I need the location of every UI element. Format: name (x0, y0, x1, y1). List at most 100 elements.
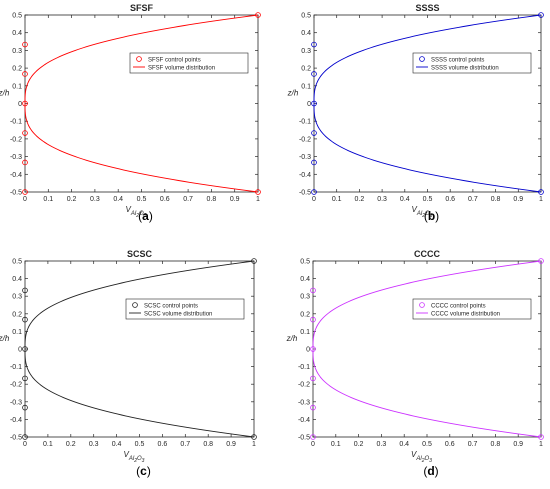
control-point-marker (22, 404, 28, 411)
y-axis-label: z/h (0, 334, 10, 343)
legend-box (412, 298, 532, 320)
legend-entry-volume-distribution: CCCC volume distribution (431, 312, 500, 318)
y-tick-label: -0.3 (10, 154, 22, 161)
control-point-marker (22, 100, 28, 107)
x-tick-label: 0.6 (445, 441, 455, 448)
x-tick-label: 0 (311, 441, 315, 448)
x-tick-label: 0.7 (468, 441, 478, 448)
x-tick-label: 0 (312, 196, 316, 203)
legend-marker-swatch (419, 56, 425, 62)
x-tick-label: 1 (256, 196, 260, 203)
x-tick-label: 0.4 (112, 441, 122, 448)
x-tick-label: 0.9 (226, 441, 236, 448)
panel-caption: (b) (424, 209, 439, 223)
x-tick-label: 0.6 (158, 441, 168, 448)
y-tick-label: -0.5 (10, 435, 22, 442)
x-tick-label: 0.7 (468, 196, 478, 203)
y-tick-label: -0.2 (10, 136, 22, 143)
control-point-marker (310, 287, 316, 294)
y-tick-label: -0.4 (298, 417, 310, 424)
y-tick-label: -0.1 (10, 364, 22, 371)
plot-area (24, 260, 255, 438)
y-tick-label: 0.2 (301, 66, 311, 73)
control-point-marker (538, 12, 544, 18)
x-tick-label: 0 (23, 196, 27, 203)
x-tick-label: 0.8 (491, 196, 501, 203)
y-tick-label: -0.2 (298, 382, 310, 389)
y-tick-label: 0.5 (12, 259, 22, 266)
y-tick-label: -0.5 (299, 190, 311, 197)
y-tick-label: 0 (18, 101, 22, 108)
volume-distribution-line (312, 260, 542, 438)
volume-distribution-line (313, 14, 542, 193)
y-tick-label: -0.5 (10, 190, 22, 197)
y-axis-label: z/h (286, 334, 298, 343)
control-point-marker (538, 258, 544, 264)
control-point-marker (311, 130, 317, 136)
chart-panel-scsc: SCSC 0 0.1 0.2 0.3 0.4 0.5 0.6 0.7 0.8 0.9 1 -0.5 -0.… (0, 249, 257, 478)
y-tick-label: 0.3 (12, 294, 22, 301)
y-tick-label: -0.5 (298, 435, 310, 442)
y-tick-label: -0.3 (299, 154, 311, 161)
chart-panel-sfsf: SFSF 0 0.1 0.2 0.3 0.4 0.5 0.6 0.7 0.8 0.9 1 -0.5 -0.… (0, 3, 261, 223)
volume-distribution-line (24, 260, 255, 438)
y-tick-label: -0.3 (298, 399, 310, 406)
control-point-marker (311, 71, 317, 77)
plot-area (313, 14, 542, 193)
panel-caption: (c) (136, 464, 151, 478)
y-tick-label: 0 (307, 101, 311, 108)
x-tick-label: 0.9 (513, 196, 523, 203)
x-tick-label: 0.1 (331, 441, 341, 448)
y-tick-label: 0.1 (12, 83, 22, 90)
legend-marker-swatch (419, 302, 425, 308)
control-point-marker (22, 130, 28, 136)
x-tick-label: 1 (252, 441, 256, 448)
legend-box (125, 298, 245, 320)
panel-caption: (a) (138, 209, 153, 223)
panel-caption: (d) (423, 464, 438, 478)
y-tick-label: -0.3 (10, 399, 22, 406)
y-tick-label: 0.5 (300, 259, 310, 266)
x-tick-label: 0.4 (399, 441, 409, 448)
chart-title: SFSF (130, 3, 154, 13)
control-point-marker (311, 100, 317, 107)
x-tick-label: 0.5 (422, 441, 432, 448)
y-tick-label: 0.4 (12, 276, 22, 283)
y-tick-label: 0.2 (12, 311, 22, 318)
y-axis-label: z/h (287, 89, 299, 98)
control-point-marker (255, 189, 261, 195)
y-tick-label: -0.4 (10, 172, 22, 179)
x-tick-label: 0.3 (90, 196, 100, 203)
chart-panel-ssss: SSSS 0 0.1 0.2 0.3 0.4 0.5 0.6 0.7 0.8 0.9 1 -0.5 -0.… (287, 3, 544, 223)
y-tick-label: 0.2 (12, 66, 22, 73)
control-point-marker (538, 434, 544, 440)
volume-distribution-line (24, 14, 259, 193)
control-point-marker (22, 375, 28, 382)
control-point-marker (311, 41, 317, 48)
control-point-marker (310, 404, 316, 411)
chart-panel-cccc: CCCC 0 0.1 0.2 0.3 0.4 0.5 0.6 0.7 0.8 0.9 1 -0.5 -0.… (286, 249, 544, 478)
legend-entry-volume-distribution: SSSS volume distribution (431, 66, 499, 72)
y-tick-label: 0.5 (12, 13, 22, 20)
plot-area (312, 260, 542, 438)
control-point-marker (22, 189, 28, 195)
x-tick-label: 0.8 (207, 196, 217, 203)
x-tick-label: 0.4 (113, 196, 123, 203)
y-tick-label: 0.3 (12, 48, 22, 55)
control-point-marker (255, 12, 261, 18)
control-point-marker (22, 71, 28, 77)
y-tick-label: 0.5 (301, 13, 311, 20)
control-point-marker (310, 346, 316, 352)
y-tick-label: 0.4 (12, 30, 22, 37)
x-tick-label: 0.5 (423, 196, 433, 203)
x-tick-label: 0.8 (491, 441, 501, 448)
y-tick-label: 0.1 (12, 329, 22, 336)
y-tick-label: -0.2 (10, 382, 22, 389)
control-point-marker (22, 346, 28, 352)
control-point-marker (311, 189, 317, 195)
x-tick-label: 0.3 (377, 196, 387, 203)
y-tick-label: 0.1 (301, 83, 311, 90)
control-point-marker (22, 159, 28, 166)
control-point-marker (310, 375, 316, 382)
